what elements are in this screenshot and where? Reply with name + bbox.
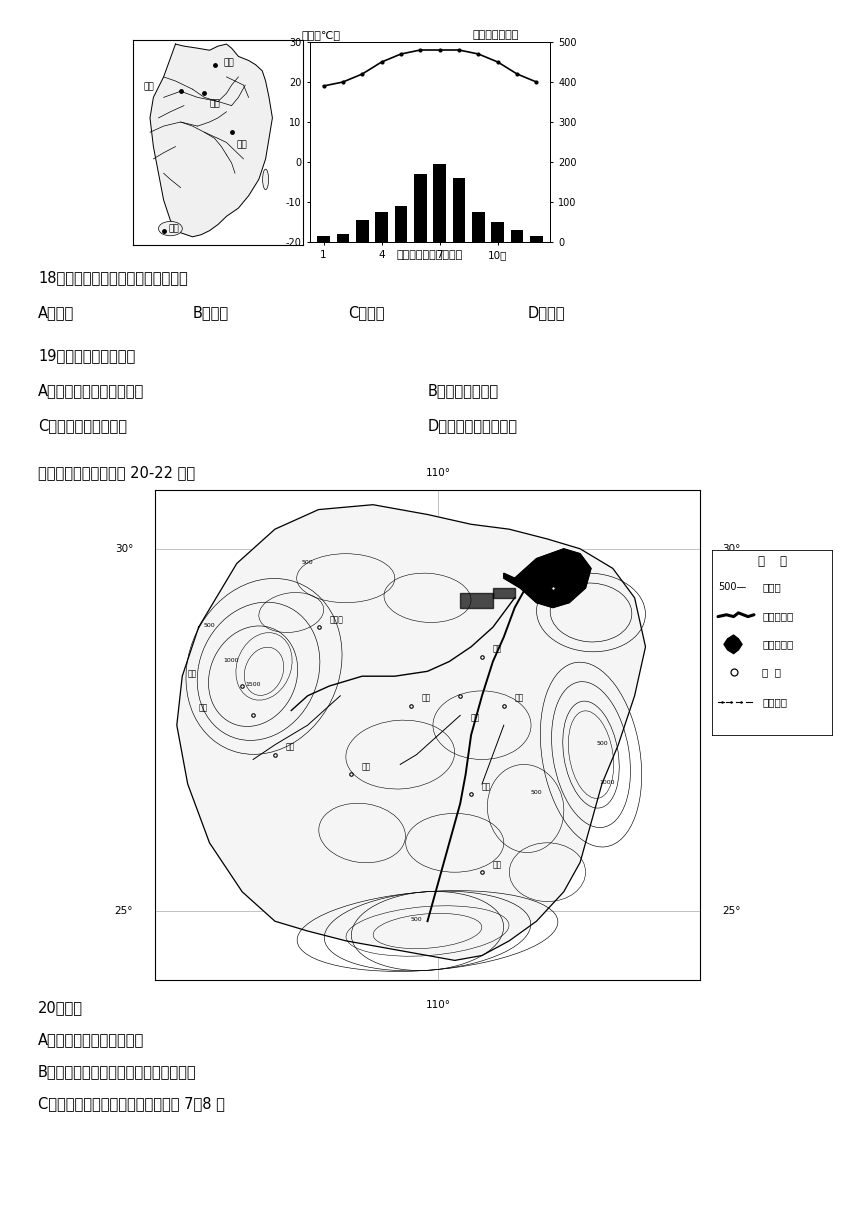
Text: 30°: 30°	[722, 544, 740, 553]
Text: B．杭州濒临南海: B．杭州濒临南海	[428, 383, 499, 398]
Text: 500: 500	[596, 741, 608, 745]
Text: 长沙: 长沙	[493, 644, 502, 654]
Text: 河流、湖泊: 河流、湖泊	[763, 640, 794, 649]
Bar	[452, 178, 465, 242]
Text: 1500: 1500	[245, 682, 261, 687]
Bar	[433, 164, 446, 242]
Text: 省区界线: 省区界线	[763, 697, 788, 706]
Text: 25°: 25°	[114, 906, 133, 917]
Polygon shape	[150, 44, 273, 237]
Text: 500: 500	[411, 917, 422, 922]
Text: 气温（℃）: 气温（℃）	[301, 30, 341, 40]
Bar	[356, 220, 369, 242]
Text: 25°: 25°	[722, 906, 740, 917]
Text: D．济南: D．济南	[528, 305, 566, 320]
Text: A．海口: A．海口	[38, 305, 74, 320]
Text: 18．图示气候类型可能出现的城市是: 18．图示气候类型可能出现的城市是	[38, 270, 187, 285]
Bar	[336, 233, 349, 242]
Ellipse shape	[262, 169, 268, 190]
Bar	[375, 212, 388, 242]
Text: 邵阳: 邵阳	[362, 762, 372, 771]
Text: 20．湖南: 20．湖南	[38, 1000, 83, 1015]
Text: 500: 500	[302, 559, 313, 564]
Bar	[395, 206, 408, 242]
Text: 500: 500	[204, 624, 215, 629]
Text: 怀化: 怀化	[286, 743, 295, 751]
Text: D．海口出产热带水果: D．海口出产热带水果	[428, 418, 518, 433]
Text: 1000: 1000	[224, 658, 239, 663]
Text: 济南: 济南	[223, 58, 234, 67]
Text: 湘潭: 湘潭	[471, 714, 481, 722]
Text: 30°: 30°	[115, 544, 133, 553]
Bar	[511, 230, 524, 242]
Text: A．济南是河北的省会城市: A．济南是河北的省会城市	[38, 383, 144, 398]
Bar	[530, 236, 543, 242]
Bar	[491, 223, 504, 242]
Text: 城  市: 城 市	[763, 668, 782, 677]
Text: 500: 500	[531, 790, 543, 795]
Text: 500—: 500—	[718, 582, 746, 592]
Text: 凤凰: 凤凰	[199, 704, 208, 713]
Bar	[317, 236, 330, 242]
Text: 合肥: 合肥	[210, 98, 220, 108]
Text: C．属亚热带季风气候，降水集中于 7、8 月: C．属亚热带季风气候，降水集中于 7、8 月	[38, 1096, 224, 1111]
Ellipse shape	[158, 221, 182, 236]
Text: 张家界: 张家界	[329, 615, 343, 624]
Text: 110°: 110°	[426, 1000, 451, 1009]
Text: 郑州: 郑州	[144, 83, 154, 91]
Text: B．地势东、南、西三面低，中部北部高: B．地势东、南、西三面低，中部北部高	[38, 1064, 197, 1079]
Text: 海口: 海口	[169, 224, 180, 233]
Text: 降水量（毫米）: 降水量（毫米）	[473, 30, 519, 40]
Text: 气温曲线和降水柱状图: 气温曲线和降水柱状图	[396, 250, 464, 260]
Bar	[414, 174, 427, 242]
Text: B．合肥: B．合肥	[193, 305, 229, 320]
Text: 衡阳: 衡阳	[482, 782, 491, 790]
Text: 杭州: 杭州	[237, 140, 248, 150]
Text: 郴州: 郴州	[493, 860, 502, 869]
Text: 等高线: 等高线	[763, 582, 781, 592]
Text: 读湖南省地形图，完成 20-22 题。: 读湖南省地形图，完成 20-22 题。	[38, 465, 195, 480]
Text: C．郑州位于淮河南岸: C．郑州位于淮河南岸	[38, 418, 127, 433]
Polygon shape	[177, 505, 646, 961]
Text: 河流、水库: 河流、水库	[763, 612, 794, 621]
Text: 110°: 110°	[426, 468, 451, 478]
Polygon shape	[724, 635, 742, 654]
Bar	[472, 212, 485, 242]
Text: 岳阳: 岳阳	[564, 576, 573, 585]
Text: 图    例: 图 例	[758, 554, 787, 568]
Polygon shape	[493, 589, 514, 598]
Polygon shape	[504, 548, 591, 608]
Text: C．郑州: C．郑州	[348, 305, 384, 320]
Text: 株洲: 株洲	[514, 693, 524, 703]
Text: 吉首: 吉首	[187, 669, 197, 679]
Text: A．地形以高原、盆地为主: A．地形以高原、盆地为主	[38, 1032, 144, 1047]
Polygon shape	[460, 593, 493, 608]
Text: 19．下列叙述正确的是: 19．下列叙述正确的是	[38, 348, 135, 364]
Text: 娄底: 娄底	[422, 693, 432, 703]
Text: 1000: 1000	[599, 779, 615, 786]
